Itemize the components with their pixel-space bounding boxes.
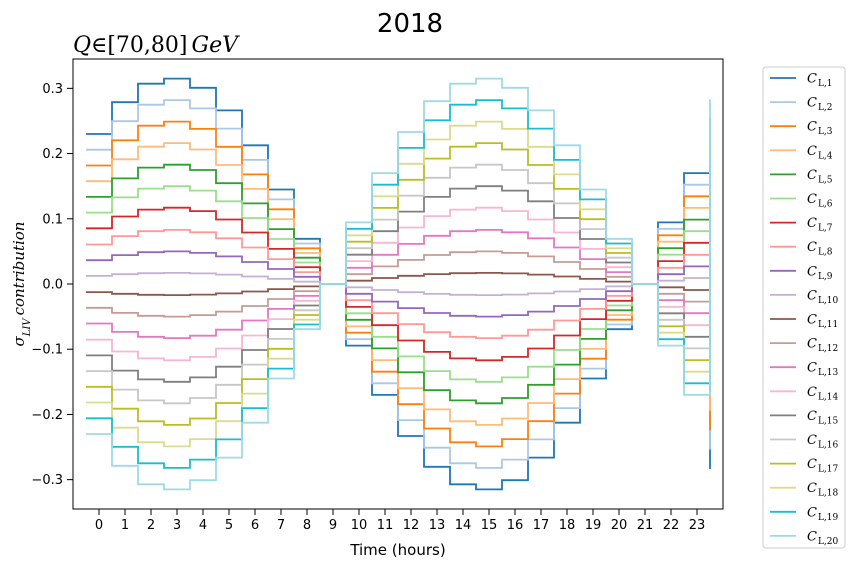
legend-label: CL,14 — [807, 385, 839, 403]
y-tick-label: 0.2 — [42, 147, 63, 162]
legend-item: CL,14 — [770, 385, 839, 403]
legend-item: CL,12 — [770, 337, 838, 355]
legend-item: CL,8 — [770, 240, 833, 258]
legend-label: CL,12 — [807, 337, 838, 355]
y-tick-label: 0.1 — [42, 212, 63, 227]
x-tick-label: 4 — [199, 518, 207, 533]
x-tick-label: 19 — [585, 518, 602, 533]
x-tick-label: 5 — [225, 518, 233, 533]
x-tick-label: 9 — [329, 518, 337, 533]
x-tick-label: 8 — [303, 518, 311, 533]
legend-item: CL,17 — [770, 457, 839, 475]
legend-label: CL,7 — [807, 216, 833, 234]
legend-label: CL,10 — [807, 288, 839, 306]
x-tick-label: 12 — [403, 518, 420, 533]
legend-item: CL,11 — [770, 313, 838, 331]
legend-item: CL,10 — [770, 288, 839, 306]
legend-label: CL,18 — [807, 481, 839, 499]
series-line-20 — [86, 77, 711, 491]
x-tick-label: 3 — [173, 518, 181, 533]
plot-frame — [72, 58, 724, 510]
x-tick-label: 0 — [95, 518, 103, 533]
x-tick-label: 21 — [637, 518, 654, 533]
legend-label: CL,3 — [807, 120, 833, 138]
x-axis: 0 1 2 3 4 5 6 7 8 9 10 11 12 13 14 15 16 17 18 19 20 21 22 23 — [95, 509, 705, 533]
legend: CL,1 CL,2 CL,3 CL,4 CL,5 CL,6 CL,7 CL,8 CL,9 CL,1… — [770, 72, 839, 547]
chart-subtitle: Q∈[70,80] GeV — [73, 33, 240, 58]
legend-item: CL,5 — [770, 168, 833, 186]
x-tick-label: 14 — [455, 518, 472, 533]
plot-area — [86, 77, 711, 491]
legend-item: CL,4 — [770, 144, 833, 162]
legend-label: CL,8 — [807, 240, 833, 258]
x-tick-label: 16 — [507, 518, 524, 533]
legend-item: CL,2 — [770, 96, 833, 114]
x-tick-label: 6 — [251, 518, 259, 533]
x-tick-label: 13 — [429, 518, 446, 533]
x-axis-label: Time (hours) — [349, 541, 445, 559]
legend-item: CL,19 — [770, 505, 839, 523]
y-tick-label: 0.3 — [42, 82, 63, 97]
legend-item: CL,6 — [770, 192, 833, 210]
series-line-12 — [86, 250, 711, 318]
legend-label: CL,9 — [807, 264, 833, 282]
legend-label: CL,4 — [807, 144, 833, 162]
y-tick-label: −0.2 — [31, 408, 63, 423]
legend-label: CL,5 — [807, 168, 833, 186]
legend-label: CL,13 — [807, 361, 839, 379]
series-line-9 — [86, 250, 711, 318]
series-line-10 — [86, 272, 711, 296]
legend-label: CL,20 — [807, 529, 839, 547]
chart-title: 2018 — [377, 9, 443, 39]
series-line-13 — [86, 229, 711, 339]
legend-label: CL,17 — [807, 457, 839, 475]
x-tick-label: 1 — [121, 518, 129, 533]
x-tick-label: 7 — [277, 518, 285, 533]
legend-label: CL,2 — [807, 96, 833, 114]
x-tick-label: 23 — [689, 518, 706, 533]
x-tick-label: 11 — [377, 518, 394, 533]
legend-item: CL,9 — [770, 264, 833, 282]
x-tick-label: 18 — [559, 518, 576, 533]
y-axis: −0.3 −0.2 −0.1 0.0 0.1 0.2 0.3 — [31, 82, 73, 488]
legend-item: CL,16 — [770, 433, 839, 451]
x-tick-label: 2 — [147, 518, 155, 533]
legend-item: CL,3 — [770, 120, 833, 138]
y-tick-label: 0.0 — [42, 278, 63, 293]
legend-label: CL,16 — [807, 433, 839, 451]
legend-item: CL,20 — [770, 529, 839, 547]
legend-item: CL,13 — [770, 361, 839, 379]
legend-item: CL,7 — [770, 216, 833, 234]
x-tick-label: 22 — [663, 518, 680, 533]
x-tick-label: 10 — [351, 518, 368, 533]
x-tick-label: 15 — [481, 518, 498, 533]
legend-label: CL,6 — [807, 192, 833, 210]
legend-label: CL,19 — [807, 505, 839, 523]
legend-box — [762, 66, 846, 549]
legend-label: CL,11 — [807, 313, 838, 331]
x-tick-label: 20 — [611, 518, 628, 533]
legend-item: CL,15 — [770, 409, 839, 427]
x-tick-label: 17 — [533, 518, 550, 533]
legend-item: CL,18 — [770, 481, 839, 499]
legend-label: CL,1 — [807, 72, 833, 90]
y-axis-label: σLIVcontribution — [10, 222, 33, 347]
legend-label: CL,15 — [807, 409, 839, 427]
y-tick-label: −0.3 — [31, 473, 63, 488]
y-tick-label: −0.1 — [31, 343, 63, 358]
legend-item: CL,1 — [770, 72, 833, 90]
series-line-11 — [86, 272, 711, 296]
